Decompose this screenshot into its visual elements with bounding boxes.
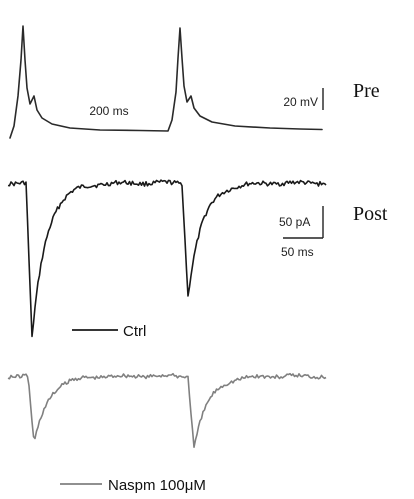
ctrl-legend-label: Ctrl — [123, 323, 146, 340]
current-scale-label: 50 pA — [279, 215, 310, 229]
naspm-legend-label: Naspm 100μM — [108, 477, 206, 494]
post-label: Post — [353, 203, 388, 225]
ctrl-current-trace — [7, 179, 327, 338]
time-scale-label: 50 ms — [281, 245, 314, 259]
pre-label: Pre — [353, 80, 380, 102]
naspm-current-trace — [7, 372, 327, 448]
pre-interval-label: 200 ms — [89, 104, 128, 118]
presynaptic-voltage-trace — [9, 25, 323, 139]
voltage-scale-label: 20 mV — [283, 95, 318, 109]
